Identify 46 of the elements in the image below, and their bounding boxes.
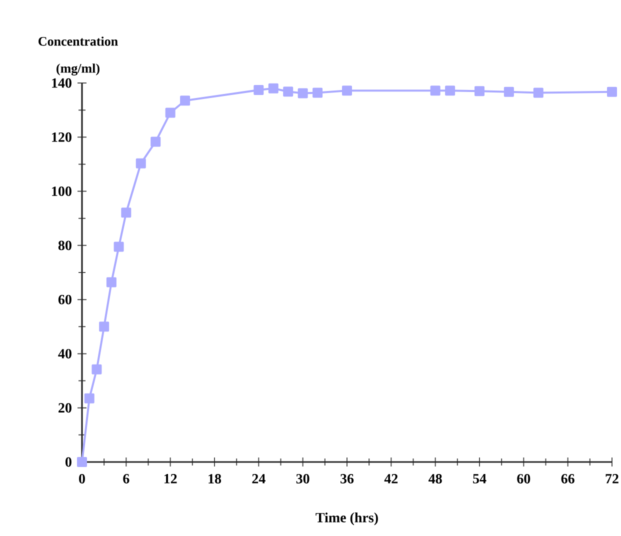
point [445, 86, 456, 96]
y-tick-label: 100 [52, 186, 72, 196]
point [165, 108, 176, 118]
y-tick-label: 0 [66, 457, 72, 467]
point [606, 86, 617, 97]
point [99, 322, 110, 332]
point [106, 277, 116, 288]
point [430, 86, 440, 96]
point [298, 88, 308, 98]
x-tick-label: 54 [473, 474, 486, 484]
point [114, 242, 124, 252]
point [254, 85, 264, 96]
x-tick-label: 42 [384, 474, 398, 484]
point [180, 96, 190, 106]
y-tick-label: 140 [52, 78, 72, 88]
y-tick-label: 60 [58, 294, 72, 304]
y-tick-label: 40 [58, 348, 72, 358]
point [121, 208, 132, 218]
x-tick-label: 72 [606, 474, 618, 484]
x-tick-label: 6 [123, 474, 130, 484]
point [342, 86, 352, 96]
x-tick-label: 0 [79, 474, 85, 484]
point [136, 158, 146, 168]
point [77, 457, 87, 467]
point [268, 83, 278, 94]
point [533, 88, 544, 98]
x-axis-title: Time (hrs) [316, 512, 378, 526]
y-tick-label: 120 [52, 132, 72, 142]
x-tick-label: 18 [208, 474, 222, 484]
point [92, 364, 102, 374]
x-tick-label: 60 [517, 474, 530, 484]
y-tick-label: 20 [58, 403, 72, 413]
y-tick-label: 80 [58, 240, 72, 250]
point [504, 86, 514, 97]
point [84, 393, 94, 404]
x-tick-label: 66 [561, 474, 574, 484]
text: Concentration (mg/ml) [38, 36, 118, 76]
point [150, 136, 161, 147]
point [474, 86, 484, 96]
x-tick-label: 36 [340, 474, 354, 484]
point [312, 88, 323, 98]
x-tick-label: 24 [252, 474, 266, 484]
x-tick-label: 12 [164, 474, 177, 484]
point [283, 86, 294, 97]
x-tick-label: 30 [296, 474, 310, 484]
x-tick-label: 48 [428, 474, 442, 484]
